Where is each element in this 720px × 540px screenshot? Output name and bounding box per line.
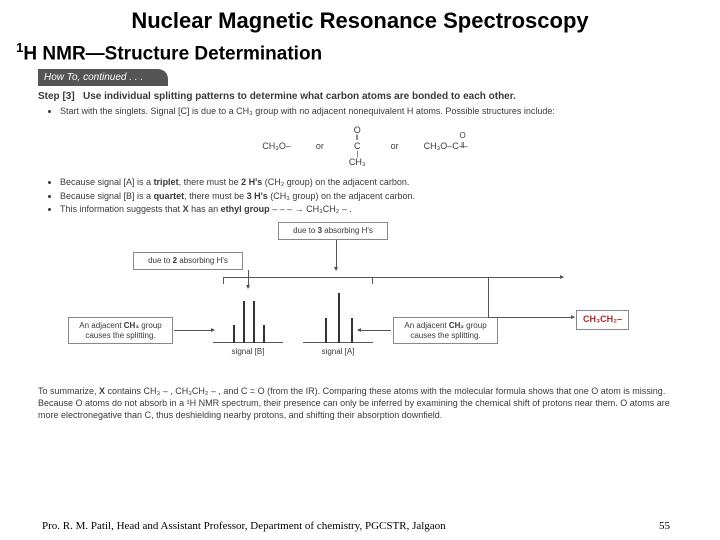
- or-1: or: [316, 141, 324, 153]
- box-3h: due to 3 absorbing H's: [278, 222, 388, 240]
- step-number: Step [3]: [38, 91, 75, 102]
- bch3b: CH₃: [124, 321, 139, 330]
- sum-c: contains CH₃ – , CH₃CH₂ – , and C = O (f…: [38, 386, 670, 420]
- arrow-result2: [488, 317, 574, 318]
- b4d: ethyl group: [221, 204, 270, 214]
- b3d: 3 H's: [247, 191, 268, 201]
- bullet-4: This information suggests that X has an …: [60, 204, 692, 216]
- content-box: How To, continued . . . Step [3] Use ind…: [38, 69, 692, 421]
- footer: Pro. R. M. Patil, Head and Assistant Pro…: [0, 520, 720, 532]
- b3e: (CH₃ group) on the adjacent carbon.: [268, 191, 415, 201]
- arrow-ch3: [174, 330, 214, 331]
- b3h-c: absorbing H's: [322, 226, 373, 235]
- baseline-b: [213, 342, 283, 343]
- b3h-a: due to: [293, 226, 317, 235]
- signal-b-label: signal [B]: [213, 347, 283, 357]
- footer-page-number: 55: [659, 520, 670, 532]
- b2h-c: absorbing H's: [177, 256, 228, 265]
- drop-line: [488, 277, 489, 317]
- struct-2-mid: C: [349, 142, 366, 151]
- structures-row: CH₃O– or O ‖ C | CH₃ or O‖ CH₃O–C—: [38, 126, 692, 167]
- bch2b: CH₂: [449, 321, 464, 330]
- bullet-list-1: Start with the singlets. Signal [C] is d…: [60, 106, 692, 118]
- box-ch2-group: An adjacent CH₂ group causes the splitti…: [393, 317, 498, 344]
- nmr-diagram: due to 3 absorbing H's due to 2 absorbin…: [38, 222, 692, 377]
- arrow-result: [373, 277, 563, 278]
- b4c: has an: [189, 204, 221, 214]
- struct-3: O‖ CH₃O–C—: [424, 141, 468, 153]
- struct-2-bot: CH₃: [349, 158, 366, 167]
- struct-2-top: O: [349, 126, 366, 135]
- step-title: Use individual splitting patterns to det…: [83, 91, 516, 102]
- b3a: Because signal [B] is a: [60, 191, 154, 201]
- sum-a: To summarize,: [38, 386, 99, 396]
- b2c: , there must be: [179, 177, 242, 187]
- spectrum-b: signal [B]: [213, 282, 283, 357]
- bch2a: An adjacent: [404, 321, 448, 330]
- step-label: Step [3] Use individual splitting patter…: [38, 90, 692, 103]
- box-ch3-group: An adjacent CH₃ group causes the splitti…: [68, 317, 173, 344]
- bullet-2: Because signal [A] is a triplet, there m…: [60, 177, 692, 189]
- b2d: 2 H's: [241, 177, 262, 187]
- b4arrow: – – – →: [270, 204, 307, 214]
- b4a: This information suggests that: [60, 204, 183, 214]
- b2b: triplet: [154, 177, 179, 187]
- struct-1: CH₃O–: [262, 141, 291, 153]
- footer-left: Pro. R. M. Patil, Head and Assistant Pro…: [42, 520, 446, 532]
- bullet-list-2: Because signal [A] is a triplet, there m…: [60, 177, 692, 216]
- b2a: Because signal [A] is a: [60, 177, 154, 187]
- struct-2: O ‖ C | CH₃: [349, 126, 366, 167]
- bullet-1: Start with the singlets. Signal [C] is d…: [60, 106, 692, 118]
- subtitle: 1H NMR—Structure Determination: [0, 38, 720, 69]
- page-title: Nuclear Magnetic Resonance Spectroscopy: [0, 0, 720, 38]
- box-2h: due to 2 absorbing H's: [133, 252, 243, 270]
- or-2: or: [391, 141, 399, 153]
- b4e: CH₃CH₂ – .: [306, 204, 352, 214]
- b2h-a: due to: [148, 256, 172, 265]
- bch3a: An adjacent: [79, 321, 123, 330]
- b2e: (CH₂ group) on the adjacent carbon.: [262, 177, 409, 187]
- summary-paragraph: To summarize, X contains CH₃ – , CH₃CH₂ …: [38, 385, 692, 421]
- subtitle-text: H NMR—Structure Determination: [23, 43, 322, 64]
- bullet-3: Because signal [B] is a quartet, there m…: [60, 191, 692, 203]
- b3b: quartet: [154, 191, 185, 201]
- signal-a-label: signal [A]: [303, 347, 373, 357]
- result-box: CH₃CH₂–: [576, 310, 629, 330]
- spectrum-a: signal [A]: [303, 282, 373, 357]
- arrow-3h-down: [336, 240, 337, 270]
- bracket: [223, 277, 373, 278]
- b3c: , there must be: [184, 191, 247, 201]
- howto-bar: How To, continued . . .: [38, 69, 168, 86]
